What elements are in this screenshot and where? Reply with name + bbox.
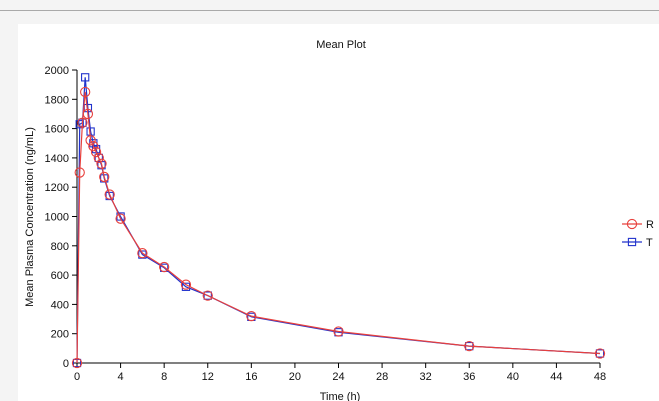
y-tick-label: 2000 — [45, 65, 69, 77]
series-r-point — [180, 279, 192, 290]
x-axis-label: Time (h) — [320, 391, 361, 401]
series-r-point — [159, 261, 170, 273]
y-tick-label: 1800 — [45, 94, 69, 106]
y-tick-label: 400 — [51, 299, 69, 311]
y-tick-label: 800 — [51, 241, 69, 253]
series-r-point — [104, 189, 115, 200]
series-t-line — [76, 77, 601, 364]
x-tick-label: 4 — [118, 371, 124, 383]
x-tick-label: 8 — [161, 371, 167, 383]
x-tick-label: 20 — [289, 371, 301, 383]
series-t-point — [203, 291, 212, 300]
mean-plot-chart: Mean Plot Mean Plasma Concentration (ng/… — [24, 39, 654, 401]
series-t-point — [116, 212, 125, 221]
series-layer — [71, 73, 606, 369]
chart-panel: Mean Plot Mean Plasma Concentration (ng/… — [18, 24, 659, 401]
x-tick-label: 48 — [594, 371, 606, 383]
series-r-point — [594, 348, 606, 359]
legend-t-marker — [627, 237, 637, 247]
series-r-point — [115, 213, 126, 224]
series-r-point — [82, 108, 94, 120]
legend-r-label: R — [646, 219, 654, 231]
legend: RT — [622, 218, 654, 249]
series-r-point — [77, 117, 88, 128]
chart-title: Mean Plot — [316, 39, 366, 51]
series-r-point — [246, 310, 257, 322]
y-tick-label: 200 — [51, 329, 69, 341]
legend-t-label: T — [646, 237, 653, 249]
series-r-point — [88, 141, 99, 152]
series-r-point — [80, 86, 91, 98]
series-r-point — [464, 341, 475, 352]
y-tick-label: 1000 — [45, 212, 69, 224]
y-tick-label: 600 — [51, 270, 69, 282]
y-tick-label: 1600 — [45, 124, 69, 136]
y-tick-label: 1400 — [45, 153, 69, 165]
series-r-point — [96, 158, 107, 169]
series-r-point — [333, 326, 344, 337]
series-r-point — [71, 357, 83, 369]
x-tick-label: 32 — [420, 371, 432, 383]
top-divider — [0, 10, 659, 11]
x-tick-label: 16 — [245, 371, 257, 383]
series-r-point — [90, 146, 102, 158]
legend-r-marker — [626, 218, 638, 230]
y-tick-label: 1200 — [45, 182, 69, 194]
series-t-point — [75, 120, 84, 129]
series-r-point — [137, 247, 148, 259]
series-r-point — [99, 171, 110, 183]
series-r-point — [93, 152, 104, 164]
series-t-point — [81, 73, 90, 82]
x-tick-label: 12 — [202, 371, 214, 383]
x-tick-label: 24 — [332, 371, 344, 383]
series-r-line — [76, 91, 601, 364]
x-tick-label: 44 — [550, 371, 562, 383]
series-r-point — [85, 135, 96, 146]
y-axis-label: Mean Plasma Concentration (ng/mL) — [24, 127, 36, 307]
x-tick-label: 28 — [376, 371, 388, 383]
y-tick-label: 0 — [63, 358, 69, 370]
series-r-point — [74, 167, 85, 178]
x-tick-label: 40 — [507, 371, 519, 383]
series-r-point — [202, 290, 213, 301]
x-tick-label: 0 — [74, 371, 80, 383]
x-tick-label: 36 — [463, 371, 475, 383]
